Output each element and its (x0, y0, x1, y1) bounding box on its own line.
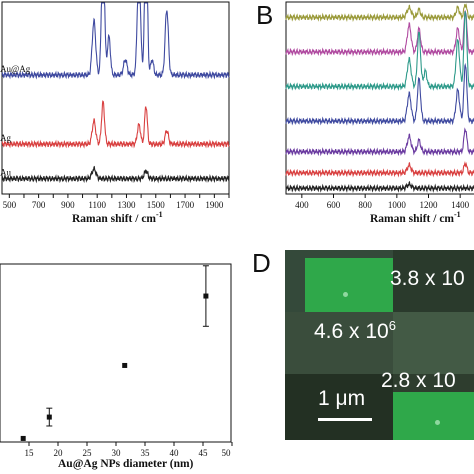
spectrum-line (285, 10, 474, 57)
x-tick-label: 20 (54, 448, 64, 458)
panel-d-letter: D (252, 248, 271, 278)
enhancement-factor-label: 3.8 x 10 (390, 267, 465, 290)
map-cell-bright (393, 392, 474, 440)
x-tick-label: 700 (32, 200, 46, 210)
spectrum-line (285, 180, 474, 194)
data-point (122, 362, 128, 368)
panel-a-xlabel: Raman shift / cm-1 (72, 210, 163, 225)
x-tick-label: 1100 (88, 200, 106, 210)
map-cell (285, 374, 393, 440)
panel-c-chart: 15 20 25 30 35 40 45 50 (0, 263, 233, 458)
x-tick-label: 40 (170, 448, 180, 458)
x-tick-label: 15 (25, 448, 35, 458)
x-tick-label: 500 (3, 200, 17, 210)
spectrum-line (1, 2, 230, 80)
spectrum-line (285, 62, 474, 126)
x-tick-label: 1300 (117, 200, 136, 210)
spectrum-line (285, 127, 474, 157)
spectrum-line (1, 165, 230, 184)
series-label: Au@Ag (0, 64, 31, 74)
map-cell-bright (305, 258, 393, 312)
data-point (203, 293, 209, 299)
x-tick-label: 1000 (388, 200, 407, 210)
panel-b-xlabel: Raman shift / cm-1 (370, 210, 461, 225)
x-tick-label: 30 (112, 448, 122, 458)
x-tick-label: 1200 (420, 200, 439, 210)
x-tick-label: 1900 (205, 200, 224, 210)
x-tick-label: 1500 (147, 200, 166, 210)
x-tick-label: 35 (141, 448, 151, 458)
data-point (20, 435, 26, 441)
spectrum-line (285, 11, 474, 92)
panel-c-xlabel: Au@Ag NPs diameter (nm) (58, 458, 194, 470)
scale-bar-label: 1 μm (318, 387, 366, 410)
x-tick-label: 1700 (176, 200, 195, 210)
sers-map-image (285, 250, 474, 440)
data-point (46, 414, 52, 420)
panel-a-chart: 500 700 900 1100 1300 1500 1700 1900 Au@Ag Ag Au (0, 1, 230, 210)
map-cell (393, 250, 474, 312)
series-label: Ag (0, 133, 11, 143)
x-tick-label: 1400 (451, 200, 470, 210)
scale-bar (318, 418, 372, 421)
panel-b-chart: 400 600 800 1000 1200 1400 (285, 1, 474, 210)
map-dot (343, 292, 348, 297)
map-cell (285, 312, 393, 374)
panel-b-letter: B (256, 0, 274, 30)
plot-frame (0, 263, 232, 443)
plot-frame (285, 1, 474, 195)
x-tick-label: 400 (295, 200, 309, 210)
x-tick-label: 900 (61, 200, 75, 210)
spectrum-line (1, 100, 230, 149)
x-tick-label: 800 (358, 200, 372, 210)
enhancement-factor-label: 2.8 x 10 (381, 369, 456, 392)
x-tick-label: 45 (199, 448, 209, 458)
series-label: Au (0, 168, 11, 178)
spectrum-line (285, 161, 474, 178)
x-tick-label: 25 (83, 448, 93, 458)
map-dot (435, 420, 440, 425)
enhancement-factor-label: 4.6 x 106 (314, 318, 396, 343)
x-tick-label: 50 (222, 448, 232, 458)
x-tick-label: 600 (327, 200, 341, 210)
spectrum-line (285, 3, 474, 23)
plot-frame (1, 1, 230, 195)
map-cell (393, 312, 474, 374)
